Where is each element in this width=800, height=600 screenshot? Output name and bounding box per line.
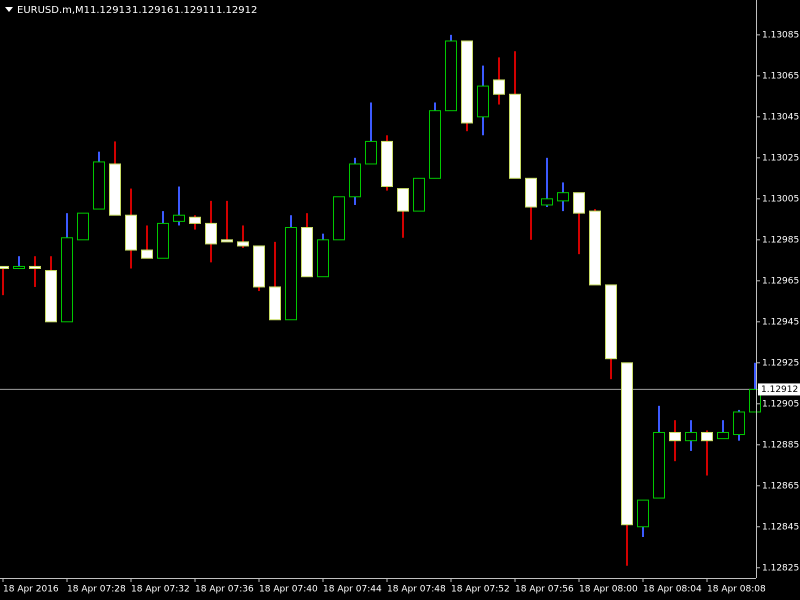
candle-body <box>413 177 425 212</box>
candle-body <box>477 85 489 118</box>
candle-body <box>61 237 73 323</box>
candle-body <box>285 227 297 321</box>
candle-body <box>0 265 9 270</box>
candle-body <box>45 270 57 323</box>
candle-body <box>13 265 25 270</box>
header-value: 1.12916 <box>132 5 173 16</box>
candle-body <box>301 227 313 278</box>
price-label-box <box>758 383 800 396</box>
symbol-label: EURUSD.m,M1 <box>17 5 90 16</box>
price-label: 1.12912 <box>761 385 798 395</box>
candle-body <box>429 110 441 179</box>
candle-body <box>653 431 665 499</box>
menu-arrow[interactable] <box>5 7 13 12</box>
candle-body <box>637 499 649 528</box>
candle-body <box>573 192 585 214</box>
candle-body <box>157 222 169 259</box>
candle-body <box>189 216 201 224</box>
candle-body <box>125 214 137 251</box>
candle-body <box>701 431 713 442</box>
candle-body <box>589 210 601 286</box>
candle-body <box>733 411 745 436</box>
candle-body <box>381 140 393 188</box>
x-tick-label: 18 Apr 2016 <box>3 585 59 595</box>
y-tick-label: 1.12945 <box>762 317 799 327</box>
header-value: 1.12911 <box>174 5 215 16</box>
candle-body <box>749 388 761 413</box>
candle-body <box>525 177 537 208</box>
candle-body <box>333 196 345 241</box>
x-tick-label: 18 Apr 07:52 <box>451 585 510 595</box>
plot-area <box>0 34 761 566</box>
candle-body <box>93 161 105 210</box>
y-tick-label: 1.13025 <box>762 153 799 163</box>
candle-body <box>317 239 329 278</box>
candle-body <box>461 40 473 124</box>
y-tick-label: 1.13005 <box>762 194 799 204</box>
candle-body <box>237 241 249 247</box>
candle-body <box>493 79 505 95</box>
y-tick-label: 1.13085 <box>762 30 799 40</box>
candle-body <box>269 286 281 321</box>
header-value: 1.12912 <box>216 5 257 16</box>
y-tick-label: 1.12825 <box>762 563 799 573</box>
header-value: 1.12913 <box>90 5 131 16</box>
y-tick-label: 1.12985 <box>762 235 799 245</box>
y-tick-label: 1.12845 <box>762 522 799 532</box>
candle-body <box>445 40 457 112</box>
candle-body <box>621 362 633 526</box>
candle-body <box>253 245 265 288</box>
x-tick-label: 18 Apr 07:28 <box>67 585 126 595</box>
candle-body <box>669 431 681 442</box>
candle-body <box>29 265 41 270</box>
y-tick-label: 1.12865 <box>762 481 799 491</box>
y-tick-label: 1.13045 <box>762 112 799 122</box>
candle-body <box>109 163 121 216</box>
candle-body <box>141 249 153 259</box>
candle-body <box>173 214 185 222</box>
candle-body <box>509 93 521 179</box>
header-ohlc: 1.12913 1.12916 1.12911 1.12912 <box>90 5 257 16</box>
candle-body <box>365 140 377 165</box>
y-tick-label: 1.12885 <box>762 440 799 450</box>
y-tick-label: 1.12965 <box>762 276 799 286</box>
candle-body <box>397 188 409 212</box>
candle-body <box>205 222 217 245</box>
x-tick-label: 18 Apr 07:56 <box>515 585 574 595</box>
x-tick-label: 18 Apr 08:04 <box>643 585 702 595</box>
candle-body <box>717 431 729 440</box>
candle-body <box>77 212 89 241</box>
x-tick-label: 18 Apr 07:36 <box>195 585 254 595</box>
x-tick-label: 18 Apr 07:44 <box>323 585 382 595</box>
x-tick-label: 18 Apr 08:08 <box>707 585 766 595</box>
x-tick-label: 18 Apr 07:40 <box>259 585 318 595</box>
candle-body <box>221 239 233 243</box>
x-tick-label: 18 Apr 07:32 <box>131 585 190 595</box>
candle-body <box>541 198 553 206</box>
candle-body <box>557 192 569 202</box>
x-tick-label: 18 Apr 08:00 <box>579 585 638 595</box>
candle-body <box>349 163 361 198</box>
candle-body <box>605 284 617 360</box>
y-tick-label: 1.12905 <box>762 399 799 409</box>
y-tick-label: 1.13065 <box>762 71 799 81</box>
candle-body <box>685 431 697 442</box>
x-tick-label: 18 Apr 07:48 <box>387 585 446 595</box>
y-tick-label: 1.12925 <box>762 358 799 368</box>
